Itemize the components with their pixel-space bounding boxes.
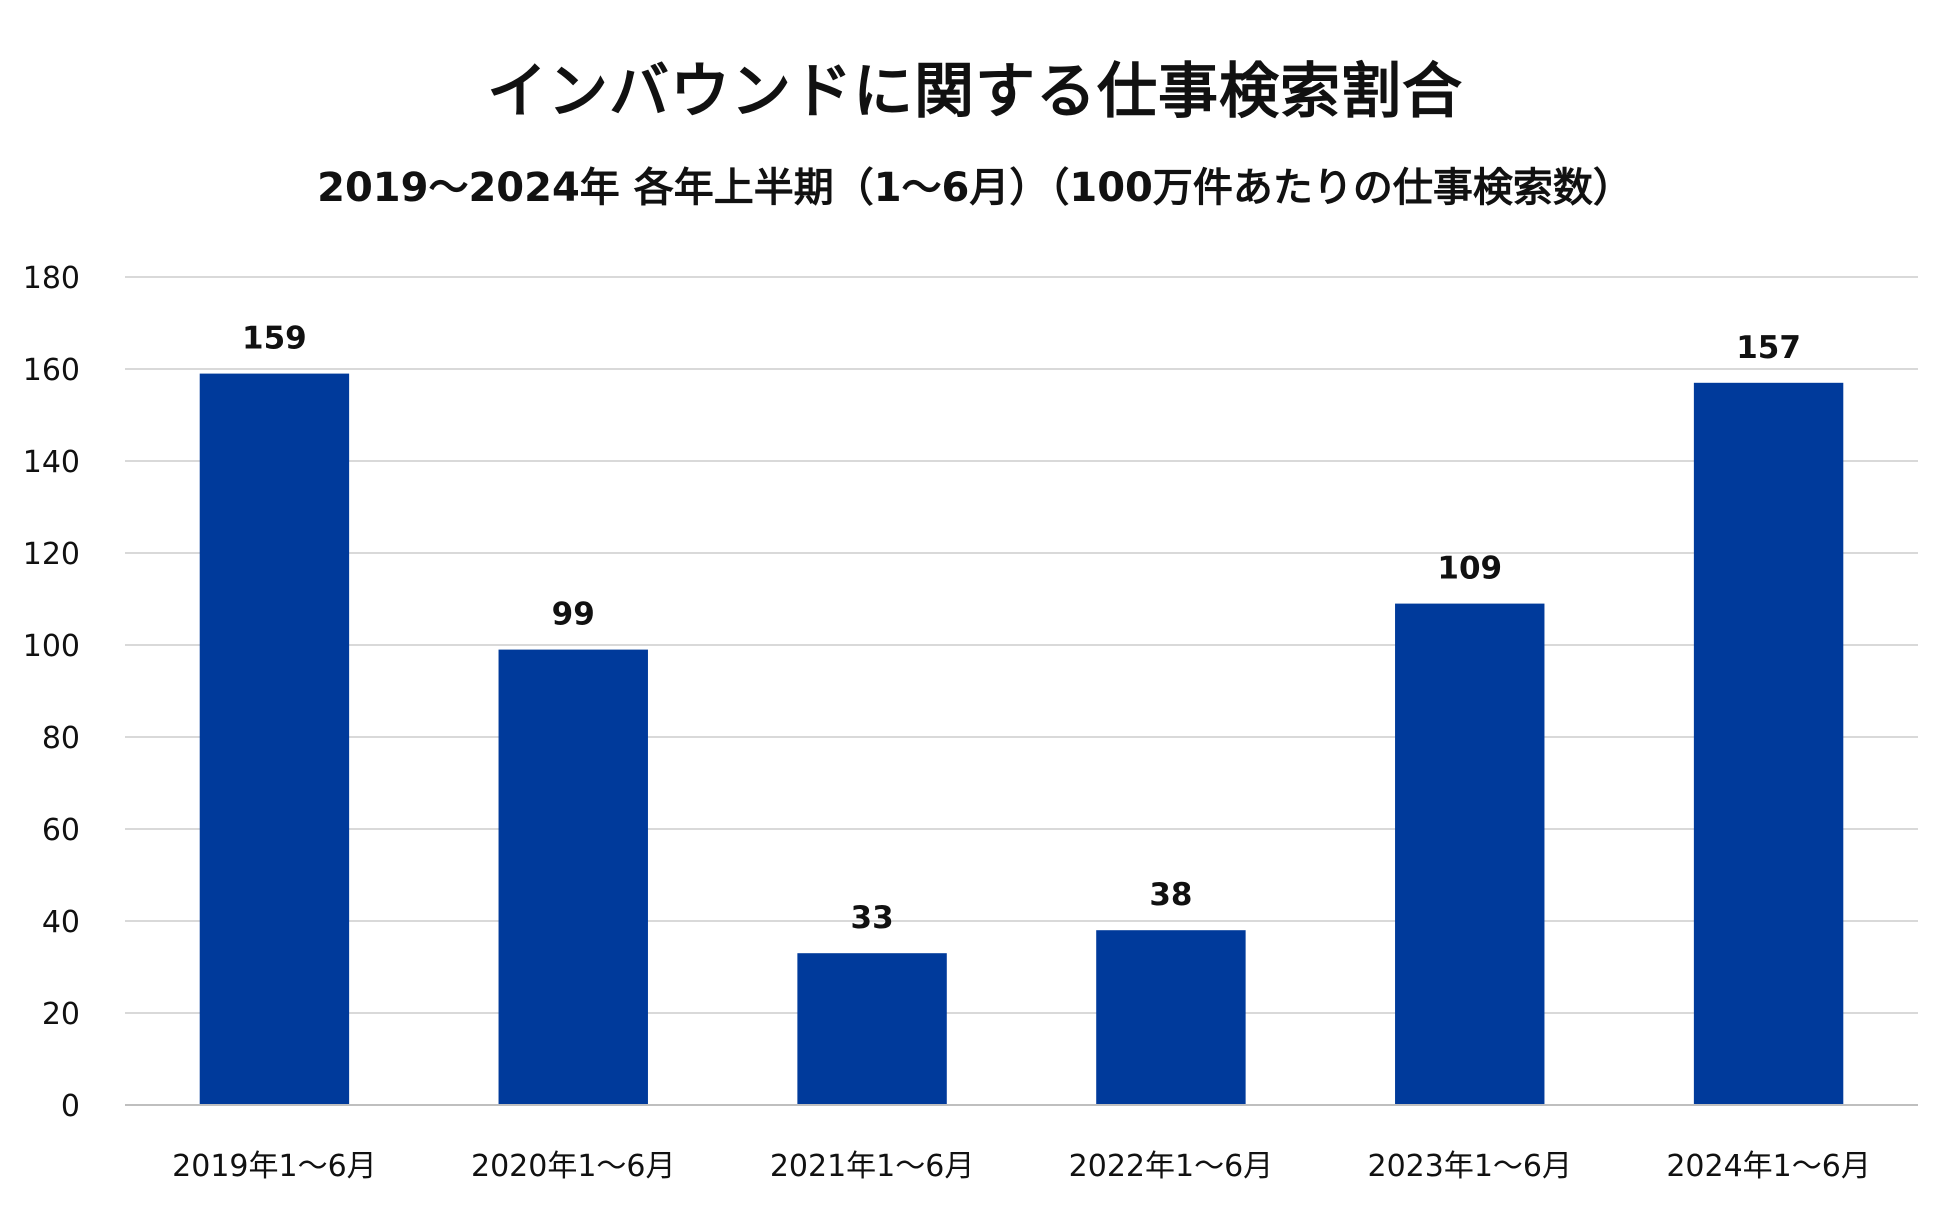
- data-label: 109: [1437, 551, 1502, 587]
- y-tick-label: 100: [23, 629, 80, 664]
- data-label: 99: [552, 597, 595, 633]
- x-tick-label: 2024年1～6月: [1666, 1149, 1871, 1184]
- data-label: 33: [851, 900, 894, 936]
- y-tick-label: 80: [42, 721, 80, 756]
- x-axis-labels: 2019年1～6月 2020年1～6月 2021年1～6月 2022年1～6月 2023…: [172, 1149, 1871, 1184]
- data-label: 157: [1736, 330, 1801, 366]
- bar: [1096, 930, 1246, 1105]
- y-axis-ticks: 0 20 40 60 80 100 120 140 160 180: [23, 261, 80, 1124]
- data-label: 159: [242, 321, 307, 357]
- x-tick-label: 2022年1～6月: [1069, 1149, 1274, 1184]
- bar: [498, 649, 648, 1105]
- x-tick-label: 2019年1～6月: [172, 1149, 377, 1184]
- chart-title: インバウンドに関する仕事検索割合: [487, 57, 1463, 127]
- data-labels: 159 99 33 38 109 157: [242, 321, 1801, 937]
- bars: [199, 373, 1844, 1106]
- x-tick-label: 2023年1～6月: [1367, 1149, 1572, 1184]
- y-tick-label: 140: [23, 445, 80, 480]
- y-tick-label: 0: [61, 1089, 80, 1124]
- y-tick-label: 180: [23, 261, 80, 296]
- data-label: 38: [1149, 877, 1192, 913]
- y-tick-label: 120: [23, 537, 80, 572]
- y-tick-label: 20: [42, 997, 80, 1032]
- bar: [1693, 382, 1844, 1105]
- chart-subtitle: 2019～2024年 各年上半期（1～6月）（100万件あたりの仕事検索数）: [317, 165, 1633, 211]
- x-tick-label: 2020年1～6月: [471, 1149, 676, 1184]
- y-tick-label: 40: [42, 905, 80, 940]
- gridlines: [125, 276, 1918, 1014]
- x-tick-label: 2021年1～6月: [770, 1149, 975, 1184]
- y-tick-label: 60: [42, 813, 80, 848]
- bar: [1395, 603, 1545, 1105]
- y-tick-label: 160: [23, 353, 80, 388]
- bar: [797, 953, 947, 1105]
- bar: [199, 373, 350, 1106]
